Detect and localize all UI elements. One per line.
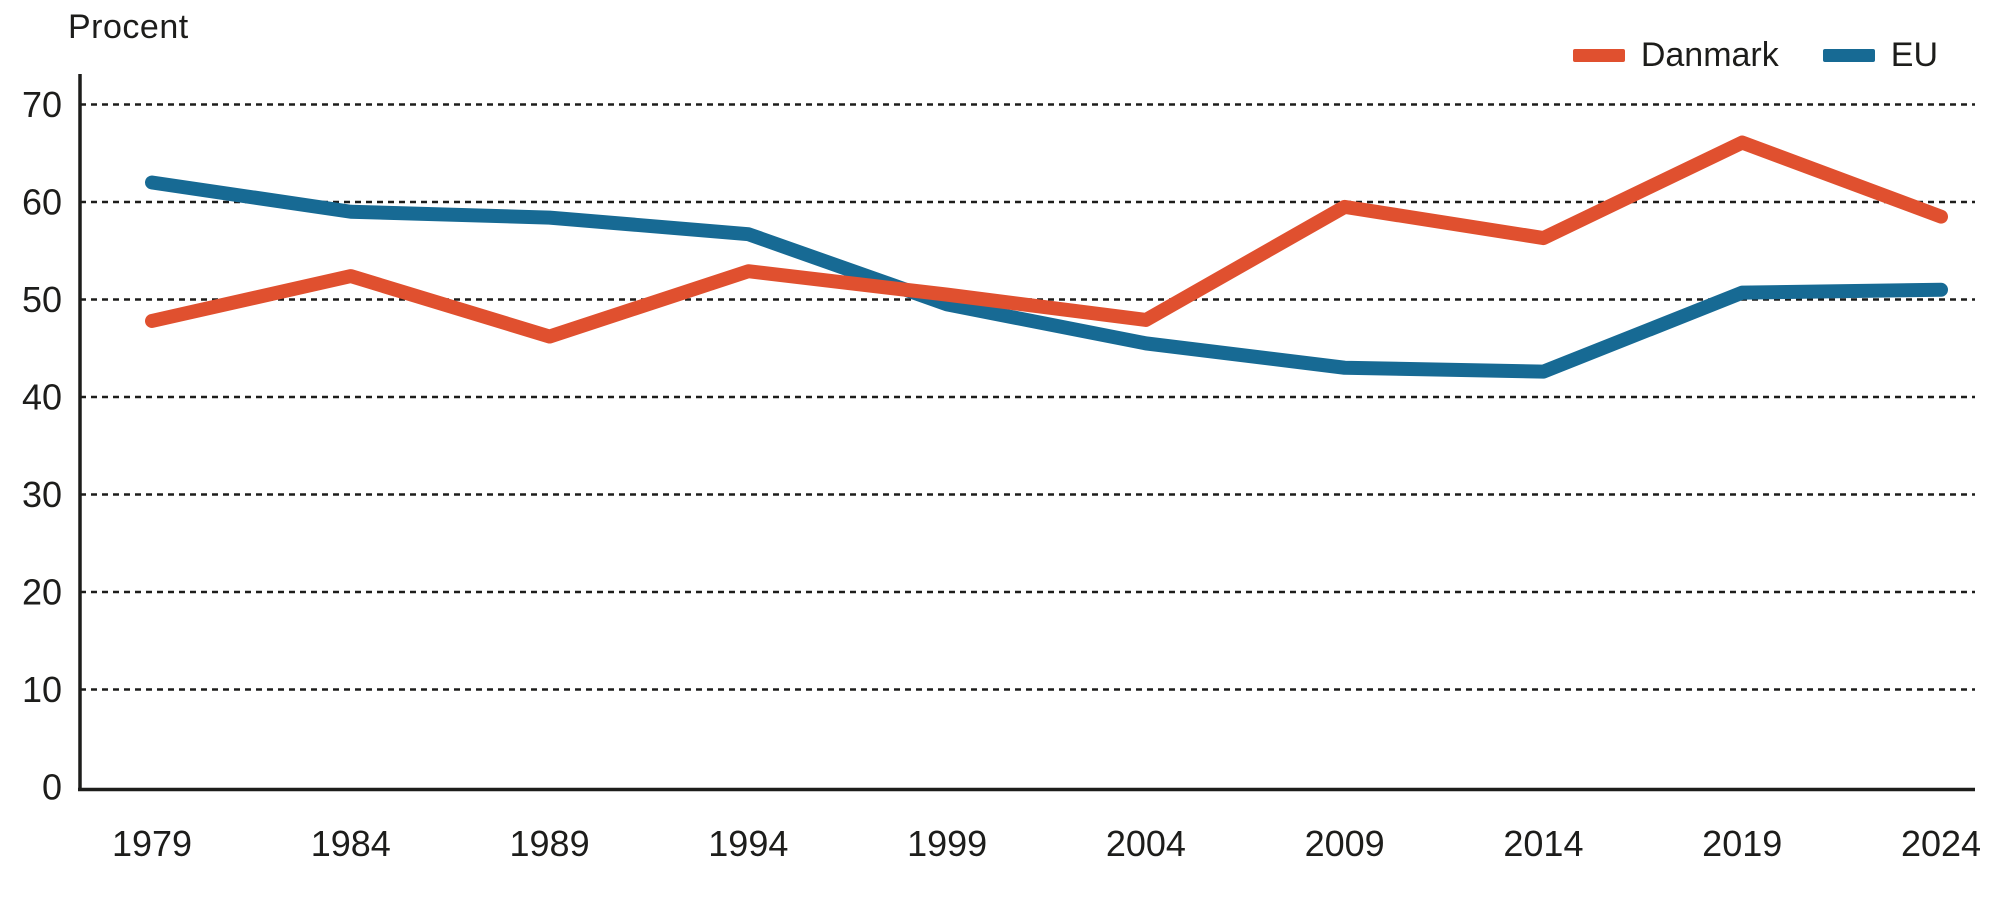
- y-tick-label-60: 60: [22, 182, 62, 223]
- legend-item-eu: EU: [1822, 36, 1938, 75]
- series-line-eu: [145, 175, 1948, 379]
- x-tick-label-2009: 2009: [1305, 823, 1385, 864]
- x-tick-label-1984: 1984: [311, 823, 391, 864]
- legend-label-danmark: Danmark: [1640, 36, 1779, 74]
- legend-item-danmark: Danmark: [1572, 36, 1779, 75]
- y-tick-label-0: 0: [42, 767, 62, 808]
- x-tick-label-1994: 1994: [708, 823, 788, 864]
- legend: Danmark EU: [1572, 36, 1938, 75]
- y-tick-label-10: 10: [22, 669, 62, 710]
- x-tick-label-2019: 2019: [1702, 823, 1782, 864]
- eu-line-swatch: [1822, 49, 1875, 62]
- x-tick-label-2004: 2004: [1106, 823, 1186, 864]
- y-tick-label-40: 40: [22, 377, 62, 418]
- danmark-line-swatch: [1572, 49, 1625, 62]
- legend-label-eu: EU: [1890, 36, 1938, 74]
- x-tick-label-2014: 2014: [1503, 823, 1583, 864]
- x-tick-label-2024: 2024: [1901, 823, 1981, 864]
- x-tick-label-1999: 1999: [907, 823, 987, 864]
- y-tick-label-70: 70: [22, 84, 62, 125]
- y-tick-label-30: 30: [22, 474, 62, 515]
- x-tick-label-1979: 1979: [112, 823, 192, 864]
- x-tick-label-1989: 1989: [510, 823, 590, 864]
- y-tick-label-20: 20: [22, 572, 62, 613]
- series-line-danmark: [145, 135, 1948, 344]
- y-tick-label-50: 50: [22, 279, 62, 320]
- y-axis-title: Procent: [68, 8, 189, 46]
